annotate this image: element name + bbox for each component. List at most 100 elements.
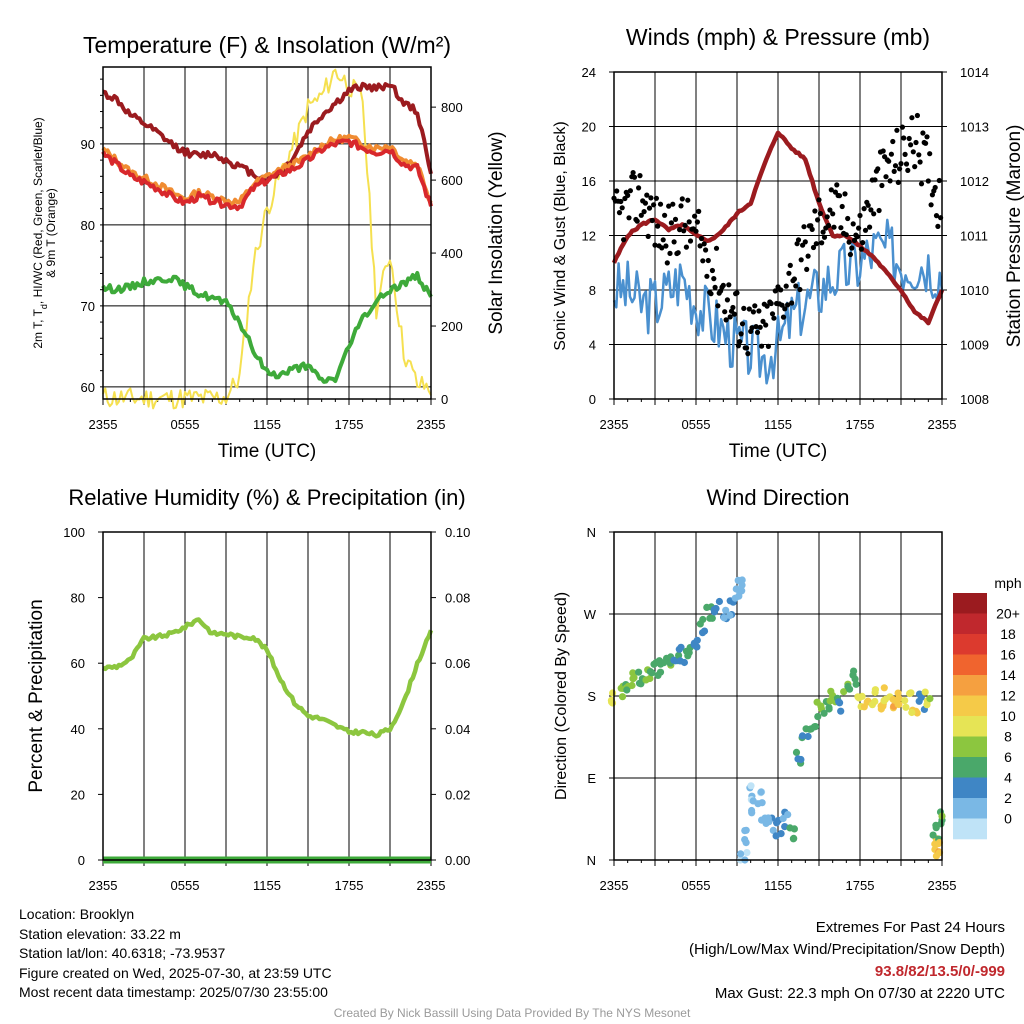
gust-point — [671, 239, 677, 245]
x-tick-label-rh: 2355 — [417, 878, 446, 893]
gust-point — [820, 229, 826, 235]
direction-point — [806, 725, 814, 733]
direction-point — [902, 703, 910, 711]
gust-point — [786, 270, 792, 276]
gust-point — [698, 235, 705, 242]
direction-point — [880, 697, 888, 705]
gust-point — [682, 222, 688, 228]
solar-y2-label: Solar Insolation (Yellow) — [486, 131, 507, 334]
gust-point — [810, 244, 817, 251]
x-tick-label-temp: 0555 — [171, 417, 200, 432]
gust-point — [812, 208, 818, 214]
direction-point — [926, 695, 934, 703]
direction-point — [790, 834, 798, 843]
gust-point — [667, 250, 673, 256]
gust-point — [816, 197, 822, 203]
x-tick-label-temp: 1155 — [253, 417, 281, 432]
gust-point — [769, 311, 776, 317]
direction-point — [650, 660, 658, 668]
direction-point — [675, 651, 683, 660]
gust-point — [782, 306, 788, 312]
gust-point — [846, 239, 852, 245]
x-tick-label-wind: 1155 — [764, 417, 792, 432]
y-tick-label: 60 — [81, 380, 95, 395]
gust-point — [925, 178, 931, 184]
gust-point — [626, 215, 632, 221]
gust-point — [731, 311, 737, 317]
direction-point — [797, 755, 805, 764]
x-tick-label-temp: 1755 — [335, 417, 364, 432]
y2-tick-label: 600 — [441, 173, 463, 188]
gust-point — [752, 303, 758, 309]
plot-frame-3 — [613, 531, 943, 861]
gust-point — [668, 220, 675, 226]
legend-label: 0 — [1004, 811, 1012, 827]
x-tick-label-temp: 2355 — [89, 417, 118, 432]
y-tick-label: 90 — [81, 137, 95, 152]
gust-point — [897, 166, 903, 172]
direction-point — [722, 606, 730, 614]
gust-point — [906, 135, 912, 142]
gust-point — [700, 258, 706, 264]
x-tick-label-rh: 0555 — [171, 878, 200, 893]
gust-point — [685, 197, 691, 203]
location-text: Location: Brooklyn — [19, 906, 135, 922]
gust-point — [839, 203, 845, 210]
gust-point — [928, 202, 934, 208]
legend-label: 2 — [1004, 790, 1012, 806]
gust-point — [909, 115, 915, 121]
direction-point — [720, 614, 728, 622]
gust-point — [805, 253, 811, 259]
gust-point — [745, 351, 751, 357]
gust-point — [813, 241, 819, 247]
x-tick-label-dir: 2355 — [928, 878, 957, 893]
y-tick-label: 0 — [589, 392, 596, 407]
y-tick-label: 100 — [63, 525, 85, 540]
winds-panel: Winds (mph) & Pressure (mb) 0 4 8 12 16 20 24 10… — [552, 24, 1024, 462]
gust-point — [739, 321, 746, 327]
x-tick-label-rh: 1755 — [335, 878, 364, 893]
gust-point — [727, 314, 733, 320]
gust-point — [677, 227, 683, 233]
x-tick-label-wind: 1755 — [846, 417, 875, 432]
plot-frames — [102, 66, 943, 861]
y2-tick-label: 1010 — [960, 283, 989, 298]
legend-label: 18 — [1000, 626, 1016, 642]
direction-point — [749, 797, 757, 805]
gust-point — [646, 205, 653, 211]
gust-point — [826, 222, 832, 229]
direction-point — [758, 816, 766, 824]
direction-point — [735, 592, 743, 600]
series-line-rh — [102, 617, 434, 739]
y-tick-label: S — [587, 689, 596, 704]
legend-swatch — [953, 634, 987, 655]
direction-point — [738, 576, 746, 584]
y-tick-label: 80 — [71, 591, 85, 606]
gust-point — [638, 212, 644, 218]
gust-point — [662, 212, 668, 218]
legend-swatch — [953, 593, 987, 614]
direction-point — [825, 704, 833, 712]
extremes-info: Extremes For Past 24 Hours (High/Low/Max… — [689, 917, 1005, 1005]
x-tick-label-temp: 2355 — [417, 417, 446, 432]
direction-point — [656, 668, 665, 676]
gust-point — [694, 219, 701, 225]
plot-frame-2 — [102, 531, 432, 861]
direction-point — [635, 668, 643, 676]
y2-tick-label: 0.04 — [445, 722, 470, 737]
legend-label: 10 — [1000, 708, 1016, 724]
direction-point — [700, 627, 709, 635]
gust-point — [923, 140, 929, 146]
y2-tick-label: 400 — [441, 246, 463, 261]
y2-tick-label: 1014 — [960, 65, 989, 80]
gust-point — [780, 314, 787, 320]
gust-point — [798, 257, 804, 263]
credit-text: Created By Nick Bassill Using Data Provi… — [333, 1006, 691, 1020]
direction-point — [609, 689, 617, 697]
gust-point — [750, 309, 757, 315]
gust-point — [724, 297, 731, 303]
legend-label: 6 — [1004, 749, 1012, 765]
gust-point — [862, 227, 869, 233]
y2-tick-label: 1013 — [960, 120, 989, 135]
gust-point — [741, 305, 747, 311]
